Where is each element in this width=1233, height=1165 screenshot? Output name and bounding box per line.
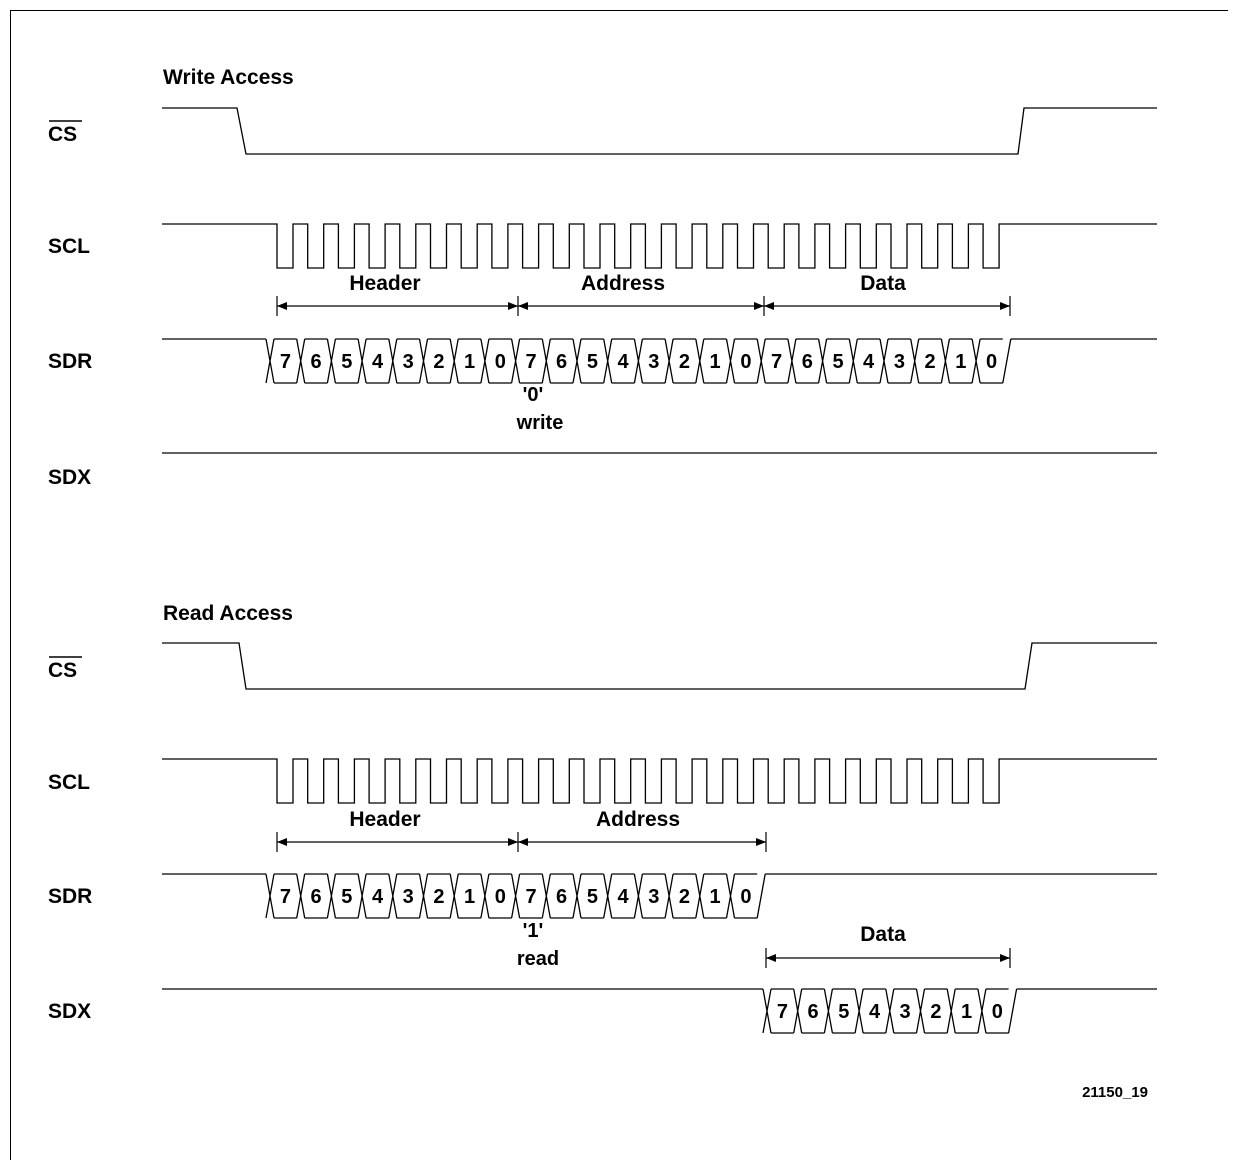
read-scl-label: SCL <box>48 771 90 794</box>
read-sdr-bit: 0 <box>495 886 506 908</box>
write-segment-dimensions <box>276 296 1011 316</box>
read-sdr-bit: 2 <box>679 886 690 908</box>
read-data-dimension <box>765 948 1011 968</box>
read-sdx-bit: 6 <box>808 1001 819 1023</box>
figure-id: 21150_19 <box>1082 1084 1148 1101</box>
write-sdr-bit: 3 <box>894 351 905 373</box>
read-sdx-bit: 7 <box>777 1001 788 1023</box>
read-sdr-bit: 1 <box>464 886 475 908</box>
write-cs-label: CS <box>48 123 77 146</box>
write-cs-waveform <box>162 107 1157 155</box>
read-sdx-bit: 0 <box>992 1001 1003 1023</box>
write-access-panel: Write Access CS SCL Header Address Data … <box>48 66 1157 489</box>
read-sdr-bit: 3 <box>403 886 414 908</box>
read-sdr-outline <box>265 873 766 919</box>
read-sdr-bit: 0 <box>740 886 751 908</box>
write-sdr-bit: 2 <box>924 351 935 373</box>
write-sdr-bit: 5 <box>832 351 843 373</box>
write-sdr-bit: 6 <box>556 351 567 373</box>
read-rw-bit-label: read <box>517 948 559 970</box>
write-sdr-bit: 5 <box>341 351 352 373</box>
write-data-label: Data <box>860 272 906 295</box>
read-sdr-bit: 7 <box>280 886 291 908</box>
write-sdr-bit: 1 <box>710 351 721 373</box>
read-header-label: Header <box>349 808 420 831</box>
read-sdr-bit: 5 <box>341 886 352 908</box>
write-sdr-bit: 0 <box>740 351 751 373</box>
read-cs-label: CS <box>48 659 77 682</box>
write-sdr-bit: 1 <box>955 351 966 373</box>
read-sdr-label: SDR <box>48 885 92 908</box>
write-sdr-bit: 2 <box>679 351 690 373</box>
read-sdr-bit: 3 <box>648 886 659 908</box>
read-rw-bit-value: '1' <box>523 920 544 942</box>
write-sdr-bit: 0 <box>986 351 997 373</box>
write-sdr-bit: 6 <box>311 351 322 373</box>
write-sdr-bit: 4 <box>863 351 875 373</box>
write-scl-label: SCL <box>48 235 90 258</box>
read-sdx-bit: 2 <box>930 1001 941 1023</box>
write-sdr-bit: 3 <box>648 351 659 373</box>
read-sdr-bit: 6 <box>311 886 322 908</box>
write-scl-waveform <box>162 223 1157 269</box>
write-sdr-bit: 1 <box>464 351 475 373</box>
write-sdr-bit: 7 <box>525 351 536 373</box>
read-sdr-bit: 4 <box>618 886 630 908</box>
write-sdr-bit: 7 <box>280 351 291 373</box>
read-address-label: Address <box>596 808 680 831</box>
read-access-title: Read Access <box>163 602 293 625</box>
read-sdx-bit: 5 <box>838 1001 849 1023</box>
read-sdx-label: SDX <box>48 1000 91 1023</box>
read-sdr-bit: 1 <box>710 886 721 908</box>
read-sdr-bit: 7 <box>525 886 536 908</box>
write-sdr-bit: 6 <box>802 351 813 373</box>
diagram-frame <box>10 10 1228 1160</box>
read-scl-waveform <box>162 758 1157 804</box>
read-sdr-bit: 6 <box>556 886 567 908</box>
read-sdr-bit: 2 <box>433 886 444 908</box>
read-cs-waveform <box>162 642 1157 690</box>
read-sdx-bit: 4 <box>869 1001 881 1023</box>
write-sdr-bit: 3 <box>403 351 414 373</box>
write-sdr-bit: 4 <box>618 351 630 373</box>
read-sdx-bit: 3 <box>900 1001 911 1023</box>
read-sdr-bit: 5 <box>587 886 598 908</box>
write-rw-bit-label: write <box>516 412 564 434</box>
read-data-label: Data <box>860 923 906 946</box>
write-access-title: Write Access <box>163 66 294 89</box>
write-sdr-label: SDR <box>48 350 92 373</box>
write-sdr-bit: 4 <box>372 351 384 373</box>
read-sdx-bit: 1 <box>961 1001 972 1023</box>
read-sdr-bit: 4 <box>372 886 384 908</box>
write-sdr-bit: 5 <box>587 351 598 373</box>
write-sdr-bit: 0 <box>495 351 506 373</box>
write-sdr-outline <box>265 338 1012 384</box>
write-sdr-bit: 7 <box>771 351 782 373</box>
read-segment-dimensions <box>276 832 767 852</box>
write-sdr-bit: 2 <box>433 351 444 373</box>
write-header-label: Header <box>349 272 420 295</box>
write-sdx-label: SDX <box>48 466 91 489</box>
write-rw-bit-value: '0' <box>523 384 544 406</box>
read-sdx-outline <box>762 988 1018 1034</box>
write-address-label: Address <box>581 272 665 295</box>
